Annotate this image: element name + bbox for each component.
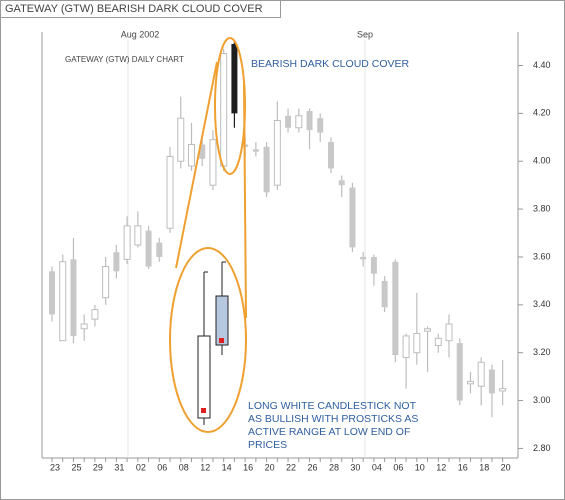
candle-body [209,139,217,186]
candle-body [370,256,377,274]
candle-body [231,43,238,114]
candle-body [434,337,442,347]
candle-body [327,142,334,169]
candle-body [49,271,55,315]
candle-body [381,280,388,308]
x-tick-label: 14 [222,462,232,472]
callout [169,37,247,433]
candle-body [156,242,163,257]
annotation: LONG WHITE CANDLESTICK NOT AS BULLISH WI… [248,400,418,451]
x-tick-label: 18 [479,462,489,472]
candle-body [145,230,152,267]
month-label: Sep [357,29,373,39]
x-tick-label: 02 [136,462,146,472]
candle-body [392,261,399,356]
x-tick-label: 23 [50,462,60,472]
candle-body [413,333,421,354]
candle-body [306,110,313,131]
zoom-close [201,408,206,413]
y-tick-label: 4.40 [533,60,551,70]
candle-body [285,115,292,128]
zoom-body [197,335,211,419]
candle-body [263,146,270,193]
candle-body [456,343,463,401]
candle-body [80,323,88,330]
x-tick-label: 06 [157,462,167,472]
x-tick-label: 10 [415,462,425,472]
chart-title: GATEWAY (GTW) BEARISH DARK CLOUD COVER [5,3,263,15]
candle-body [477,361,485,387]
x-tick-label: 25 [71,462,81,472]
candle-body [273,120,281,186]
zoom-body [215,295,229,346]
candle-body [349,187,356,248]
x-tick-label: 20 [501,462,511,472]
x-tick-label: 22 [286,462,296,472]
candle-body [199,144,206,159]
x-tick-label: 12 [200,462,210,472]
x-tick-label: 16 [243,462,253,472]
candle-body [445,323,453,342]
candle-body [466,380,474,385]
y-tick-label: 4.00 [533,156,551,166]
candle-body [102,266,110,299]
y-tick-label: 4.20 [533,108,551,118]
plot: 2.80 3.00 3.20 3.40 3.60 3.80 4.00 4.20 4.40 23 25… [49,41,551,472]
candle-body [123,225,131,260]
annotation-title: BEARISH DARK CLOUD COVER [251,58,410,70]
y-tick-label: 3.00 [533,395,551,405]
y-tick-label: 3.80 [533,203,551,213]
zoom-candles [197,261,229,425]
candle-body [187,143,195,167]
candle-body [402,335,410,358]
x-tick-label: 31 [114,462,124,472]
x-tick-label: 16 [458,462,468,472]
candle-body [360,256,367,260]
y-tick-label: 3.20 [533,347,551,357]
annotation-line: PRICES [248,439,287,451]
candle-body [70,259,77,336]
annotation-line: AS BULLISH WITH PROSTICKS AS [248,413,418,425]
x-tick-label: 28 [329,462,339,472]
candle-body [499,388,507,392]
candle-body [134,225,142,246]
x-tick-label: 12 [436,462,446,472]
y-tick-label: 3.40 [533,299,551,309]
x-tick-label: 08 [179,462,189,472]
x-tick-label: 20 [265,462,275,472]
candle-body [488,369,495,394]
month-label: Aug 2002 [121,29,160,39]
candle-body [113,252,120,272]
candle-body [295,115,303,129]
x-tick-label: 30 [350,462,360,472]
title-box [0,0,281,18]
x-tick-label: 04 [372,462,382,472]
x-tick-label: 26 [308,462,318,472]
candle-body [220,53,228,167]
candle-body [424,328,432,332]
annotation-line: LONG WHITE CANDLESTICK NOT [248,400,417,412]
candle-body [91,309,99,320]
y-tick-label: 3.60 [533,251,551,261]
subtitle: GATEWAY (GTW) DAILY CHART [65,55,184,64]
candle-body [59,261,67,342]
annotation-line: ACTIVE RANGE AT LOW END OF [248,426,410,438]
x-tick-label: 29 [93,462,103,472]
callout-ellipse [169,247,247,433]
zoom-close [219,338,224,343]
x-tick-label: 06 [393,462,403,472]
candle-body [338,180,345,186]
candle-body [317,118,324,133]
callout-line [243,83,247,319]
candle-body [166,155,174,229]
candle-body [177,117,185,162]
y-tick-label: 2.80 [533,443,551,453]
candle-body [252,149,259,152]
callout-line [175,61,218,269]
